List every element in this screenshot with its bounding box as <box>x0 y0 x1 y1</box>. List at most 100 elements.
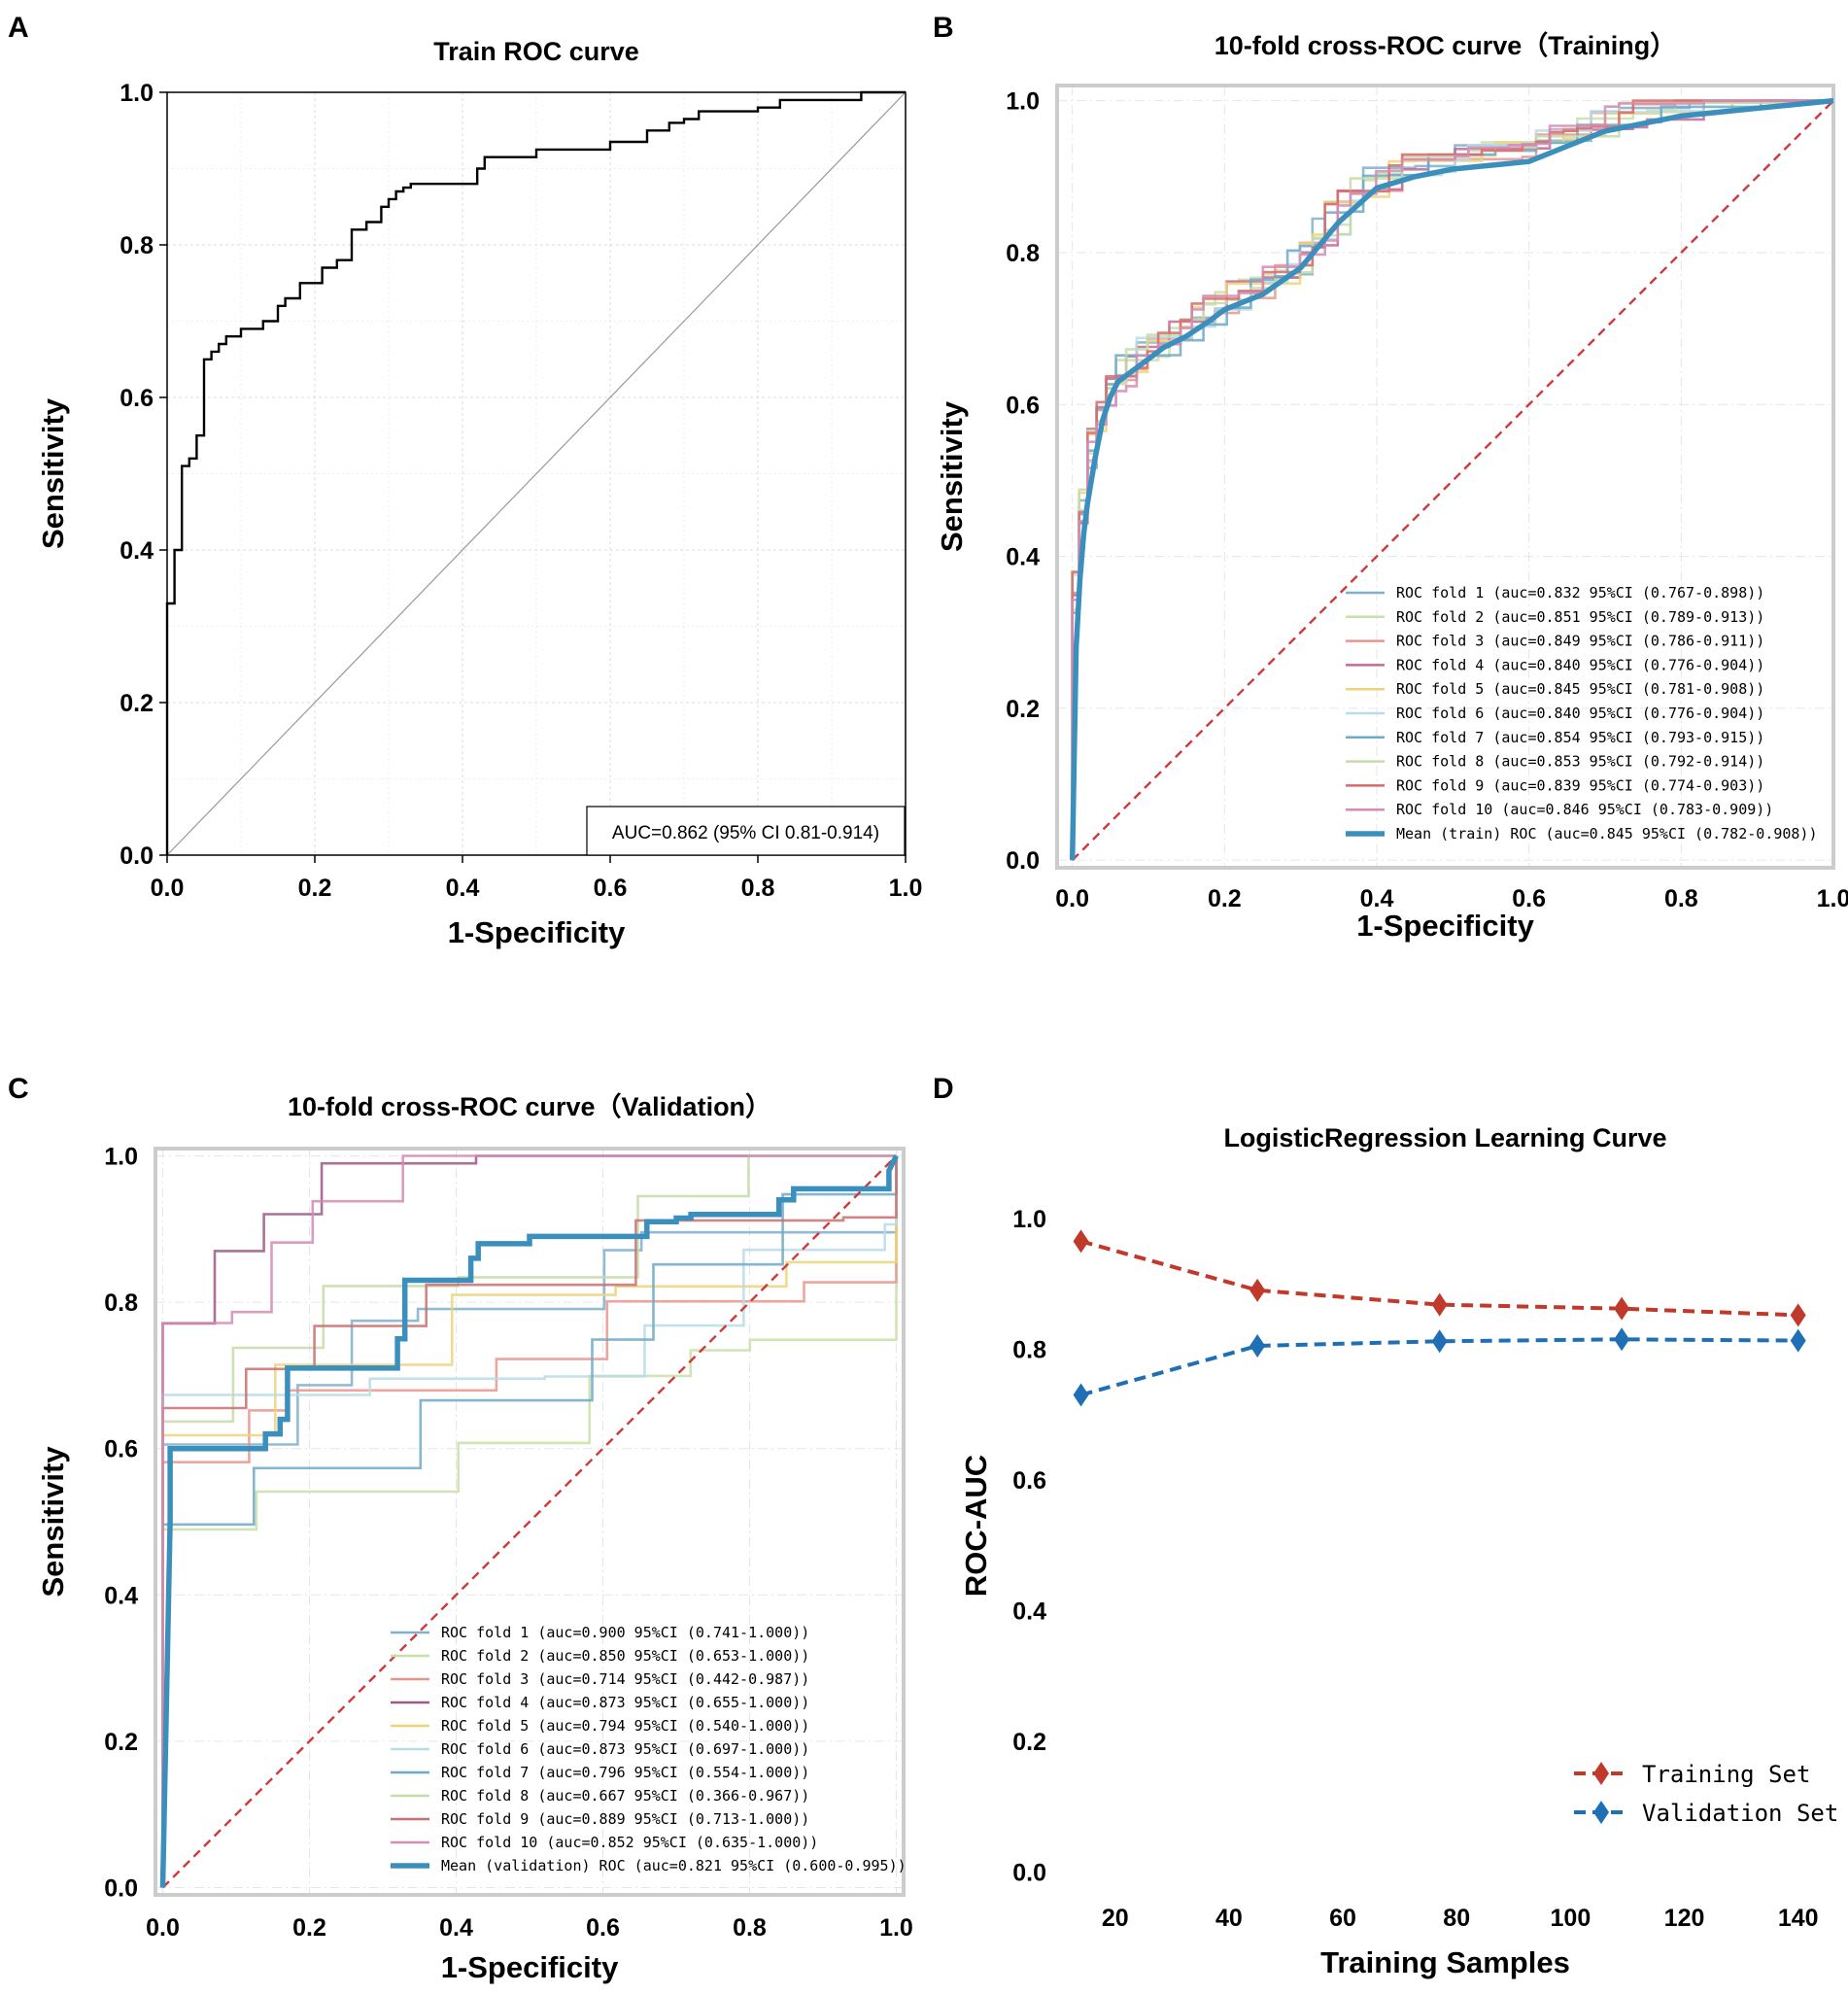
x-tick-label: 0.0 <box>151 875 185 902</box>
x-axis-label: Training Samples <box>1320 1945 1570 1979</box>
roc-fold-10-curve <box>1071 99 1833 861</box>
legend-fold-label: ROC fold 10 (auc=0.852 95%CI (0.635-1.00… <box>441 1834 818 1851</box>
roc-fold-3-curve <box>161 1155 898 1888</box>
chart-title: 10-fold cross-ROC curve（Training） <box>1215 31 1677 60</box>
y-tick-label: 0.8 <box>1006 240 1040 267</box>
x-tick-label: 40 <box>1215 1905 1243 1932</box>
panel-c: C 10-fold cross-ROC curve（Validation） 0.0 0… <box>8 1073 913 1984</box>
x-tick-label: 0.8 <box>1664 885 1698 912</box>
mean-roc-curve <box>159 1154 899 1888</box>
y-tick-label: 0.0 <box>1006 847 1040 875</box>
y-tick-label: 0.2 <box>1006 696 1040 723</box>
panel-letter: D <box>933 1073 954 1105</box>
legend-fold-label: ROC fold 9 (auc=0.889 95%CI (0.713-1.000… <box>441 1810 809 1828</box>
auc-annotation: AUC=0.862 (95% CI 0.81-0.914) <box>612 823 879 843</box>
legend-fold-label: ROC fold 1 (auc=0.832 95%CI (0.767-0.898… <box>1396 584 1764 602</box>
series-training-point <box>1073 1229 1089 1254</box>
x-tick-label: 0.4 <box>439 1914 473 1942</box>
chance-line <box>1071 99 1834 862</box>
series-validation-line <box>1080 1337 1798 1397</box>
panel-b: B 10-fold cross-ROC curve（Training） 0.0 0.2… <box>933 12 1848 943</box>
roc-fold-9-curve <box>161 1155 898 1888</box>
y-tick-label: 0.2 <box>120 690 154 717</box>
roc-fold-10-curve <box>161 1154 897 1888</box>
legend-marker <box>1593 1801 1609 1824</box>
series-validation-point <box>1790 1328 1806 1353</box>
x-tick-label: 1.0 <box>889 875 923 902</box>
series-training-point <box>1614 1296 1630 1321</box>
x-tick-label: 140 <box>1778 1905 1819 1932</box>
series-validation-point <box>1073 1383 1089 1407</box>
panel-letter: C <box>8 1073 29 1105</box>
y-axis-label: Sensitivity <box>36 397 70 549</box>
y-tick-label: 0.2 <box>104 1729 138 1756</box>
x-tick-label: 0.2 <box>1208 885 1242 912</box>
legend-fold-label: ROC fold 6 (auc=0.840 95%CI (0.776-0.904… <box>1396 705 1764 722</box>
y-tick-label: 0.6 <box>1012 1467 1046 1495</box>
legend-fold-label: ROC fold 5 (auc=0.845 95%CI (0.781-0.908… <box>1396 680 1764 698</box>
legend-fold-label: ROC fold 5 (auc=0.794 95%CI (0.540-1.000… <box>441 1717 809 1735</box>
y-tick-label: 0.4 <box>104 1582 138 1609</box>
y-tick-label: 0.8 <box>104 1289 138 1317</box>
x-tick-label: 0.6 <box>594 875 628 902</box>
roc-fold-1-curve <box>161 1155 898 1888</box>
legend-fold-label: ROC fold 1 (auc=0.900 95%CI (0.741-1.000… <box>441 1624 809 1641</box>
y-tick-label: 0.2 <box>1012 1729 1046 1756</box>
y-tick-label: 0.4 <box>120 537 154 565</box>
series-validation-point <box>1249 1334 1266 1358</box>
x-tick-label: 80 <box>1443 1905 1470 1932</box>
chart-title: Train ROC curve <box>433 37 639 66</box>
y-tick-label: 1.0 <box>1012 1206 1046 1233</box>
panel-letter: A <box>8 12 29 44</box>
legend-fold-label: ROC fold 8 (auc=0.853 95%CI (0.792-0.914… <box>1396 753 1764 771</box>
series-training-line <box>1080 1239 1798 1318</box>
panel-letter: B <box>933 12 954 44</box>
x-tick-label: 0.2 <box>298 875 332 902</box>
legend-label: Validation Set <box>1642 1800 1838 1827</box>
plot-frame <box>154 1147 906 1897</box>
y-tick-label: 1.0 <box>104 1144 138 1171</box>
y-tick-label: 0.6 <box>104 1436 138 1463</box>
x-tick-label: 0.6 <box>586 1914 620 1942</box>
x-tick-label: 20 <box>1102 1905 1129 1932</box>
legend-fold-label: ROC fold 6 (auc=0.873 95%CI (0.697-1.000… <box>441 1740 809 1758</box>
legend-fold-label: ROC fold 2 (auc=0.851 95%CI (0.789-0.913… <box>1396 608 1764 626</box>
y-tick-label: 0.0 <box>1012 1860 1046 1887</box>
chart-title: 10-fold cross-ROC curve（Validation） <box>288 1092 771 1121</box>
series-validation-point <box>1431 1329 1448 1354</box>
plot-frame <box>1055 84 1835 870</box>
x-axis-label: 1-Specificity <box>448 915 626 949</box>
series-validation-point <box>1614 1327 1630 1352</box>
y-axis-label: ROC-AUC <box>959 1455 993 1597</box>
y-tick-label: 1.0 <box>120 80 154 107</box>
y-axis-label: Sensitivity <box>36 1446 70 1598</box>
auc-annotation-box <box>586 806 906 856</box>
legend-fold-label: ROC fold 4 (auc=0.840 95%CI (0.776-0.904… <box>1396 656 1764 673</box>
x-tick-label: 0.2 <box>292 1914 326 1942</box>
x-tick-label: 100 <box>1551 1905 1591 1932</box>
x-tick-label: 0.4 <box>446 875 480 902</box>
x-axis-label: 1-Specificity <box>1356 909 1534 943</box>
legend-fold-label: ROC fold 3 (auc=0.849 95%CI (0.786-0.911… <box>1396 633 1764 650</box>
legend-fold-label: ROC fold 4 (auc=0.873 95%CI (0.655-1.000… <box>441 1694 809 1711</box>
legend-fold-label: ROC fold 2 (auc=0.850 95%CI (0.653-1.000… <box>441 1647 809 1665</box>
chance-line <box>161 1154 898 1889</box>
series-training-point <box>1431 1292 1448 1317</box>
plot-frame <box>166 91 907 856</box>
x-tick-label: 0.6 <box>1512 885 1546 912</box>
y-tick-label: 0.8 <box>1012 1336 1046 1363</box>
x-tick-label: 120 <box>1664 1905 1705 1932</box>
legend-fold-label: ROC fold 7 (auc=0.796 95%CI (0.554-1.000… <box>441 1764 809 1781</box>
x-tick-label: 1.0 <box>879 1914 913 1942</box>
legend-label: Training Set <box>1642 1761 1810 1788</box>
y-axis-label: Sensitivity <box>935 400 969 552</box>
x-tick-label: 60 <box>1329 1905 1356 1932</box>
roc-fold-6-curve <box>161 1155 898 1888</box>
y-tick-label: 0.0 <box>120 842 154 870</box>
panel-d: D LogisticRegression Learning Curve 20 40 60… <box>933 1073 1838 1979</box>
legend-mean-label: Mean (validation) ROC (auc=0.821 95%CI (… <box>441 1857 907 1874</box>
x-tick-label: 0.0 <box>1055 885 1089 912</box>
y-tick-label: 0.0 <box>104 1874 138 1902</box>
series-training-point <box>1249 1278 1266 1302</box>
